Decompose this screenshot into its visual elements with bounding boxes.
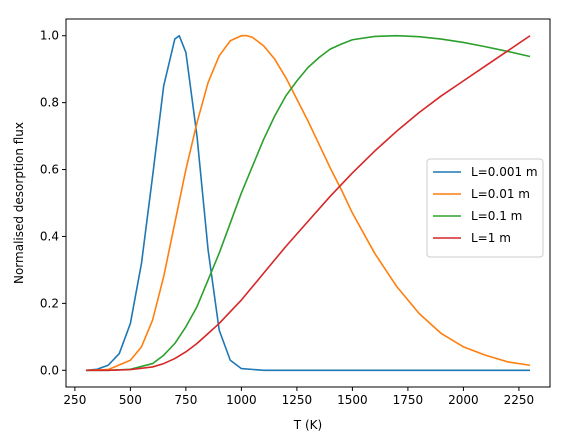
- y-tick-label: 0.0: [40, 363, 59, 377]
- legend-entry-2: L=0.1 m: [471, 209, 522, 223]
- legend-box: [426, 158, 544, 258]
- y-tick-label: 0.4: [40, 229, 59, 243]
- legend-entry-0: L=0.001 m: [471, 165, 538, 179]
- x-tick-label: 500: [119, 393, 142, 407]
- series-line-0: [85, 34, 531, 372]
- plot-frame: [65, 18, 551, 388]
- ticks-layer: 250 500 750 1000 1250 1500 1750 2000 2250 0.0 0.2 0…: [40, 29, 534, 407]
- x-tick-label: 2000: [448, 393, 479, 407]
- series-layer: [85, 34, 531, 372]
- series-line-1: [85, 34, 531, 372]
- x-tick-label: 1750: [393, 393, 424, 407]
- x-tick-label: 250: [63, 393, 86, 407]
- y-tick-label: 0.8: [40, 96, 59, 110]
- y-tick-label: 0.2: [40, 296, 59, 310]
- legend-entry-1: L=0.01 m: [471, 187, 530, 201]
- series-line-2: [85, 34, 531, 372]
- x-axis-label: T (K): [293, 418, 322, 432]
- y-tick-label: 0.6: [40, 163, 59, 177]
- x-tick-label: 1000: [226, 393, 257, 407]
- series-line-3: [85, 35, 531, 372]
- legend: L=0.001 m L=0.01 m L=0.1 m L=1 m: [426, 158, 544, 258]
- legend-entry-3: L=1 m: [471, 231, 511, 245]
- x-tick-label: 1250: [282, 393, 313, 407]
- x-tick-label: 750: [174, 393, 197, 407]
- x-tick-label: 2250: [504, 393, 535, 407]
- y-axis-label: Normalised desorption flux: [12, 122, 26, 284]
- x-tick-label: 1500: [337, 393, 368, 407]
- y-tick-label: 1.0: [40, 29, 59, 43]
